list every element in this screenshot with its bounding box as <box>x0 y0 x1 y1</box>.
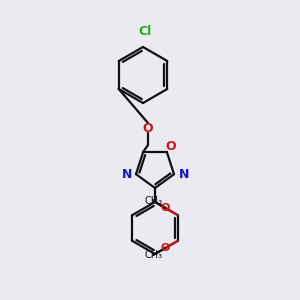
Text: Cl: Cl <box>138 25 152 38</box>
Text: N: N <box>179 168 189 181</box>
Text: O: O <box>165 140 176 153</box>
Text: CH₃: CH₃ <box>144 196 162 206</box>
Text: CH₃: CH₃ <box>144 250 162 260</box>
Text: O: O <box>161 203 170 213</box>
Text: O: O <box>143 122 153 134</box>
Text: N: N <box>122 168 132 181</box>
Text: O: O <box>161 243 170 253</box>
